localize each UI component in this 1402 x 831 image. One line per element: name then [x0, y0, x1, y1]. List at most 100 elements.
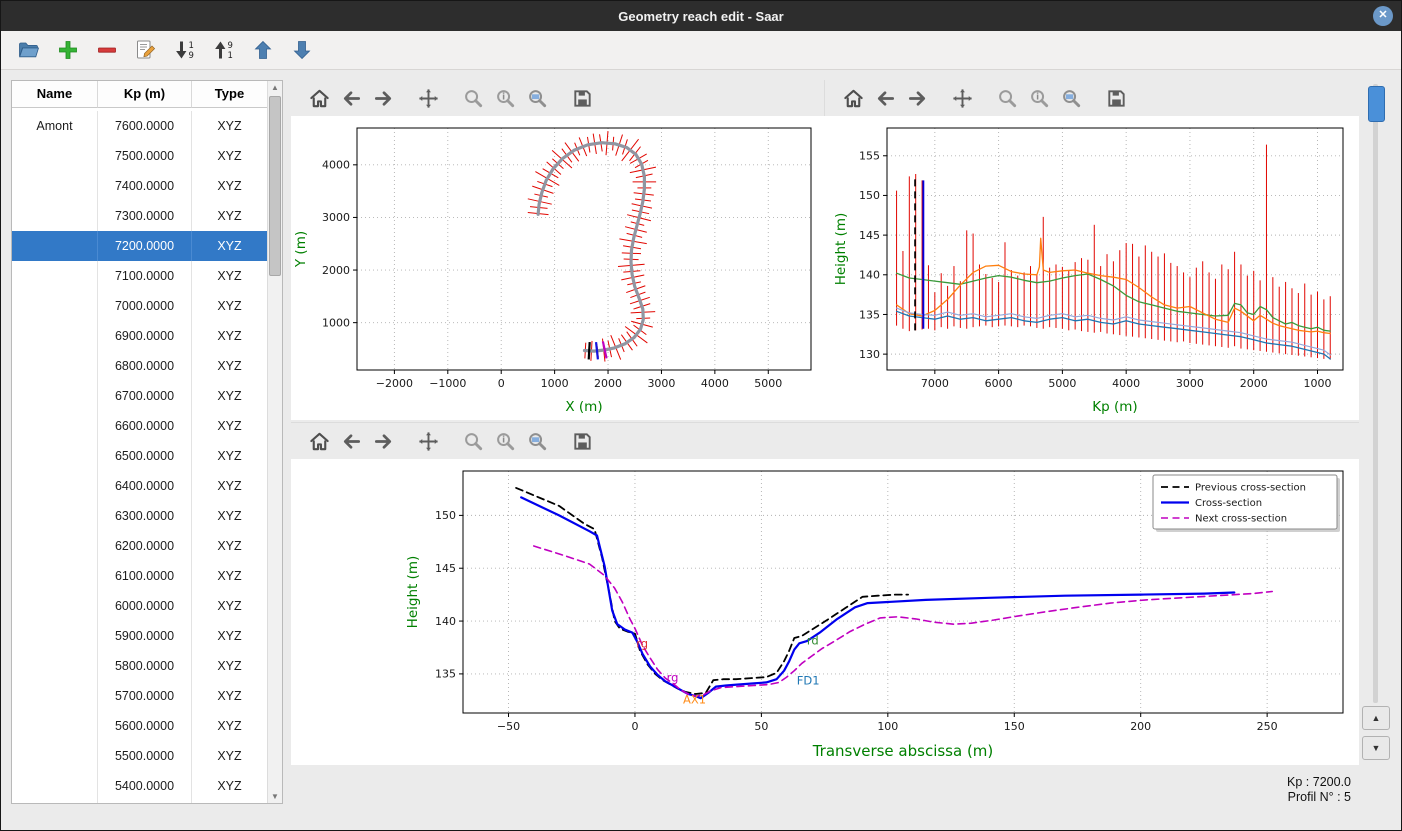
back-button[interactable] — [339, 429, 364, 454]
remove-button[interactable] — [93, 36, 121, 64]
table-cell-type[interactable]: XYZ — [192, 561, 268, 592]
back-button[interactable] — [339, 86, 364, 111]
table-cell-type[interactable]: XYZ — [192, 231, 268, 262]
table-cell-kp[interactable]: 5600.0000 — [98, 711, 192, 742]
table-cell-kp[interactable]: 6200.0000 — [98, 531, 192, 562]
table-cell-kp[interactable]: 5400.0000 — [98, 771, 192, 802]
table-cell-kp[interactable]: 6500.0000 — [98, 441, 192, 472]
cross-section-plot[interactable]: rg rd FD1 AX1 rg −50 0 50 100 150 200 250 135 140 145 1… — [291, 459, 1359, 765]
zoom-info-button[interactable]: i — [1027, 86, 1052, 111]
home-button[interactable] — [307, 429, 332, 454]
table-cell-name[interactable] — [12, 321, 98, 352]
plan-view-plot[interactable]: −2000 −1000 0 1000 2000 3000 4000 5000 1000 2000 3… — [291, 116, 825, 420]
table-cell-name[interactable] — [12, 591, 98, 622]
table-cell-type[interactable]: XYZ — [192, 531, 268, 562]
table-cell-name[interactable] — [12, 441, 98, 472]
table-cell-kp[interactable]: 6900.0000 — [98, 321, 192, 352]
table-cell-type[interactable]: XYZ — [192, 681, 268, 712]
table-cell-name[interactable] — [12, 531, 98, 562]
back-button[interactable] — [873, 86, 898, 111]
pan-button[interactable] — [416, 429, 441, 454]
table-scrollbar-thumb[interactable] — [269, 96, 281, 276]
table-cell-kp[interactable]: 5900.0000 — [98, 621, 192, 652]
table-cell-kp[interactable]: 6000.0000 — [98, 591, 192, 622]
table-cell-name[interactable] — [12, 231, 98, 262]
table-cell-name[interactable] — [12, 741, 98, 772]
table-cell-name[interactable] — [12, 681, 98, 712]
table-cell-type[interactable]: XYZ — [192, 381, 268, 412]
zoom-button[interactable] — [461, 86, 486, 111]
column-header[interactable]: Type — [192, 81, 268, 108]
column-header[interactable]: Kp (m) — [98, 81, 192, 108]
table-cell-kp[interactable]: 5300.0000 — [98, 801, 192, 803]
table-cell-name[interactable] — [12, 261, 98, 292]
table-cell-type[interactable]: XYZ — [192, 801, 268, 803]
table-cell-kp[interactable]: 5500.0000 — [98, 741, 192, 772]
pan-button[interactable] — [950, 86, 975, 111]
table-cell-name[interactable] — [12, 141, 98, 172]
zoom-rect-button[interactable] — [1059, 86, 1084, 111]
table-cell-type[interactable]: XYZ — [192, 771, 268, 802]
up-button[interactable]: ▲ — [1362, 706, 1390, 730]
table-cell-type[interactable]: XYZ — [192, 351, 268, 382]
pan-button[interactable] — [416, 86, 441, 111]
close-button[interactable]: ✕ — [1373, 6, 1393, 26]
table-cell-type[interactable]: XYZ — [192, 321, 268, 352]
zoom-info-button[interactable]: i — [493, 429, 518, 454]
save-button[interactable] — [570, 429, 595, 454]
zoom-rect-button[interactable] — [525, 86, 550, 111]
table-cell-kp[interactable]: 7500.0000 — [98, 141, 192, 172]
home-button[interactable] — [841, 86, 866, 111]
forward-button[interactable] — [371, 429, 396, 454]
home-button[interactable] — [307, 86, 332, 111]
save-button[interactable] — [1104, 86, 1129, 111]
edit-button[interactable] — [132, 36, 160, 64]
table-cell-kp[interactable]: 7300.0000 — [98, 201, 192, 232]
down-button[interactable]: ▼ — [1362, 736, 1390, 760]
table-cell-type[interactable]: XYZ — [192, 111, 268, 142]
table-cell-type[interactable]: XYZ — [192, 291, 268, 322]
zoom-button[interactable] — [995, 86, 1020, 111]
zoom-rect-button[interactable] — [525, 429, 550, 454]
table-cell-kp[interactable]: 6300.0000 — [98, 501, 192, 532]
table-cell-name[interactable] — [12, 201, 98, 232]
move-up-button[interactable] — [249, 36, 277, 64]
table-cell-name[interactable] — [12, 771, 98, 802]
table-cell-name[interactable]: Amont — [12, 111, 98, 142]
zoom-button[interactable] — [461, 429, 486, 454]
vertical-slider-rail[interactable] — [1373, 84, 1378, 703]
table-cell-type[interactable]: XYZ — [192, 441, 268, 472]
table-cell-kp[interactable]: 5700.0000 — [98, 681, 192, 712]
table-cell-name[interactable] — [12, 411, 98, 442]
table-cell-kp[interactable]: 6400.0000 — [98, 471, 192, 502]
scroll-up-icon[interactable]: ▲ — [271, 83, 279, 92]
table-scrollbar[interactable]: ▲ ▼ — [267, 81, 282, 803]
table-cell-kp[interactable]: 6100.0000 — [98, 561, 192, 592]
forward-button[interactable] — [905, 86, 930, 111]
save-button[interactable] — [570, 86, 595, 111]
longitudinal-plot[interactable]: 7000 6000 5000 4000 3000 2000 1000 130 135 140 145… — [825, 116, 1359, 420]
forward-button[interactable] — [371, 86, 396, 111]
zoom-info-button[interactable]: i — [493, 86, 518, 111]
table-cell-type[interactable]: XYZ — [192, 141, 268, 172]
table-cell-name[interactable] — [12, 381, 98, 412]
scroll-down-icon[interactable]: ▼ — [271, 792, 279, 801]
table-cell-type[interactable]: XYZ — [192, 171, 268, 202]
table-cell-type[interactable]: XYZ — [192, 651, 268, 682]
table-cell-name[interactable] — [12, 561, 98, 592]
move-down-button[interactable] — [288, 36, 316, 64]
table-cell-name[interactable] — [12, 801, 98, 803]
table-cell-kp[interactable]: 7100.0000 — [98, 261, 192, 292]
table-cell-name[interactable] — [12, 651, 98, 682]
table-cell-name[interactable] — [12, 711, 98, 742]
table-cell-type[interactable]: XYZ — [192, 501, 268, 532]
table-cell-type[interactable]: XYZ — [192, 621, 268, 652]
table-cell-kp[interactable]: 6700.0000 — [98, 381, 192, 412]
table-cell-name[interactable] — [12, 171, 98, 202]
table-cell-kp[interactable]: 7200.0000 — [98, 231, 192, 262]
table-cell-kp[interactable]: 5800.0000 — [98, 651, 192, 682]
table-cell-kp[interactable]: 7400.0000 — [98, 171, 192, 202]
table-cell-type[interactable]: XYZ — [192, 741, 268, 772]
add-button[interactable] — [54, 36, 82, 64]
